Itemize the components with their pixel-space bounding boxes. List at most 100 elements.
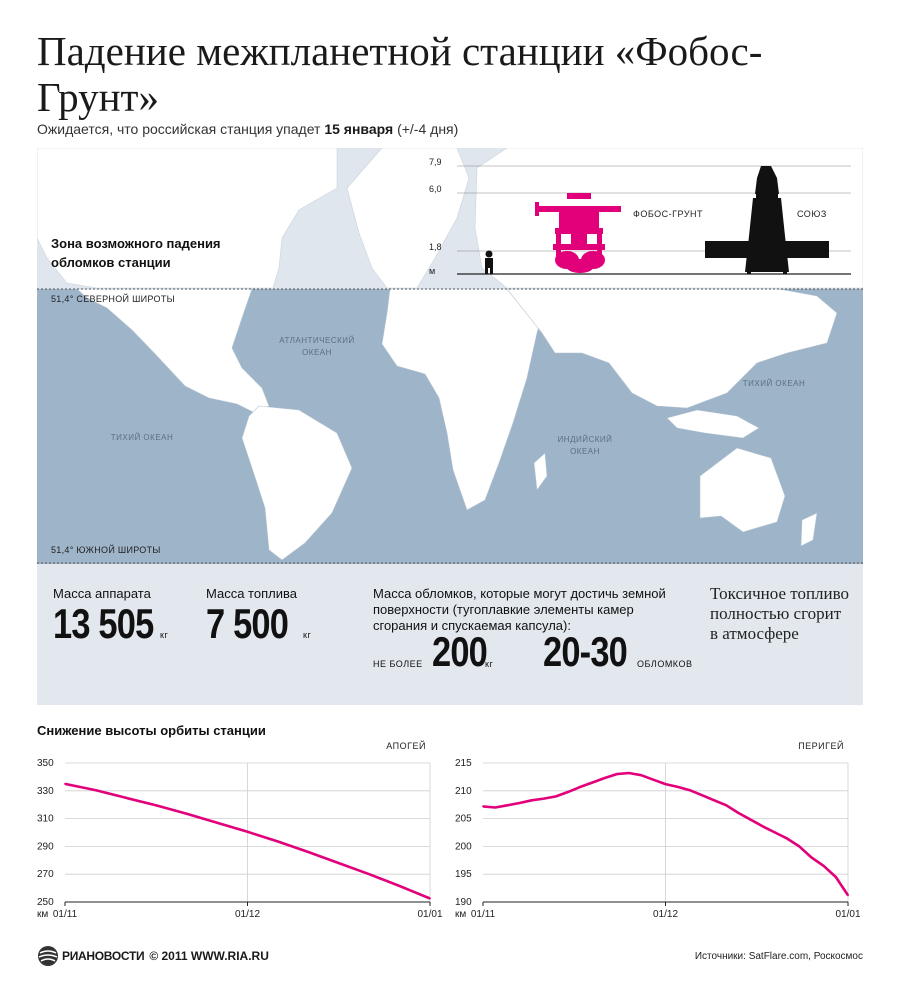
chart-y-tick: 200 [455,841,472,852]
chart-point [368,873,371,876]
chart-x-tick: 01/11 [471,909,496,920]
ocean-label-line: ОКЕАН [570,447,600,456]
subtitle-suffix: (+/-4 дня) [397,121,459,137]
chart-point [64,782,66,785]
ocean-label-atlantic: АТЛАНТИЧЕСКИЙ ОКЕАН [267,335,367,359]
scale-tick-6-0: 6,0 [429,184,442,194]
chart-point [603,777,606,779]
toxic-line: Токсичное топливо [710,584,850,603]
chart-y-tick: 350 [37,758,54,769]
stats-panel: Масса аппарата 13 505 кг Масса топлива 7… [37,564,863,705]
south-latitude-label: 51,4° ЮЖНОЙ ШИРОТЫ [51,545,161,555]
chart-point [155,804,158,807]
chart-y-tick: 290 [37,841,54,852]
chart-point [688,789,691,792]
phobos-grunt-icon [535,193,621,273]
chart-point [737,812,740,814]
debris-line: сгорания и спускаемая капсула): [373,618,571,633]
chart-y-tick: 215 [455,758,472,769]
chart-point [615,773,618,776]
chart-point [822,864,825,867]
chart-point [664,783,667,786]
chart-point [676,786,679,788]
debris-prefix: НЕ БОЛЕЕ [373,659,423,669]
scale-tick-7-9: 7,9 [429,157,442,167]
chart-series-name: АПОГЕЙ [386,740,426,751]
mass-value: 13 505 [53,600,154,647]
chart-point [216,821,218,824]
scale-tick-1-8: 1,8 [429,242,442,252]
fuel-unit: кг [303,630,312,640]
chart-y-tick: 190 [455,897,472,908]
chart-point [810,856,813,859]
ocean-label-line: ИНДИЙСКИЙ [557,435,613,444]
chart-point [798,845,801,848]
chart-point [701,794,703,797]
chart-x-tick: 01/12 [653,909,678,920]
pieces-unit: ОБЛОМКОВ [637,659,693,669]
north-latitude-label: 51,4° СЕВЕРНОЙ ШИРОТЫ [51,294,175,304]
chart-point [506,804,509,807]
ocean-label-pacific-west: ТИХИЙ ОКЕАН [92,432,192,444]
chart-y-tick: 330 [37,786,54,797]
chart-series-name: ПЕРИГЕЙ [798,740,844,751]
chart-point [482,805,484,808]
chart-y-tick: 210 [455,786,472,797]
chart-point [640,774,643,777]
chart-point [124,796,127,799]
subtitle-prefix: Ожидается, что российская станция упадет [37,121,321,137]
world-map-svg [37,148,863,564]
phobos-grunt-label: ФОБОС-ГРУНТ [633,209,704,219]
chart-point [834,876,837,878]
chart-point [542,797,545,800]
chart-point [652,778,655,781]
chart-point [277,840,279,843]
ocean-label-pacific-east: ТИХИЙ ОКЕАН [724,378,824,390]
copyright: © 2011 WWW.RIA.RU [149,949,269,963]
land-zone [76,288,838,561]
person-icon [485,250,493,274]
toxic-line: полностью сгорит [710,604,842,623]
chart-point [725,804,728,807]
scale-unit: м [429,266,436,276]
debris-line: поверхности (тугоплавкие элементы камер [373,602,634,617]
chart-point [591,781,594,784]
chart-x-tick: 01/11 [53,909,78,920]
chart-point [185,812,188,815]
chart-point [761,825,764,828]
chart-point [749,818,752,821]
ocean-label-line: ТИХИЙ ОКЕАН [742,379,806,388]
toxic-line: в атмосфере [710,624,799,643]
ria-logo-text: РИАНОВОСТИ [62,949,145,963]
chart-point [774,831,776,834]
chart-point [567,791,570,793]
mass-unit: кг [160,630,169,640]
chart-point [628,772,630,774]
ocean-label-line: ОКЕАН [302,348,332,357]
debris-line: Масса обломков, которые могут достичь зе… [373,586,666,601]
chart-x-tick: 01/01 [417,909,442,920]
chart-y-tick: 195 [455,869,472,880]
ria-globe-icon [38,946,58,966]
ocean-label-line: ТИХИЙ ОКЕАН [110,433,174,442]
mass-label: Масса аппарата [53,586,151,601]
chart-point [429,897,431,900]
world-map: АТЛАНТИЧЕСКИЙ ОКЕАН ТИХИЙ ОКЕАН ИНДИЙСКИ… [37,148,863,564]
chart-point [307,851,310,853]
subtitle-date: 15 января [324,121,394,137]
debris-description: Масса обломков, которые могут достичь зе… [373,586,666,634]
soyuz-icon [705,166,829,274]
chart-x-tick: 01/01 [835,909,860,920]
ocean-label-indian: ИНДИЙСКИЙ ОКЕАН [535,434,635,458]
debris-value: 200 [432,628,488,675]
subtitle: Ожидается, что российская станция упадет… [37,121,458,137]
ria-logo: РИАНОВОСТИ © 2011 WWW.RIA.RU [37,945,269,967]
size-comparison [457,165,851,275]
zone-label-line2: обломков станции [51,255,171,270]
debris-unit: кг [485,659,494,669]
chart-point [786,837,789,840]
chart-point [555,795,557,798]
chart-y-unit: км [455,909,466,920]
chart-point [713,799,716,802]
